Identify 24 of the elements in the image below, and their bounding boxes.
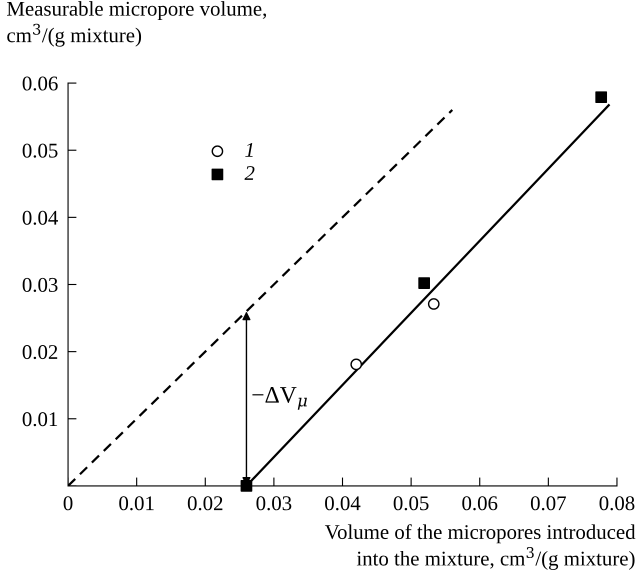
y-tick-label: 0.05 bbox=[22, 144, 58, 158]
y-tick-label: 0.06 bbox=[22, 76, 58, 91]
x-tick-label: 0.07 bbox=[530, 496, 566, 510]
x-tick-label: 0.01 bbox=[119, 496, 154, 510]
x-tick-label: 0 bbox=[64, 496, 72, 510]
x-axis-title: Volume of the micropores introduced into the mixture, cm$^{3}$/(g mixture) bbox=[324, 524, 636, 570]
y-tick-label: 0.02 bbox=[22, 345, 58, 360]
y-tick-label: 0.01 bbox=[22, 412, 58, 426]
y-axis-title: Measurable micropore volume, cm$^{3}$/(g mixture) bbox=[7, 1, 266, 47]
x-tick-label: 0.02 bbox=[188, 496, 222, 510]
legend-label: 2 bbox=[244, 166, 254, 180]
point bbox=[350, 358, 362, 370]
y-tick-label: 0.04 bbox=[22, 210, 58, 225]
annotation: −ΔV$_{μ}$ bbox=[252, 387, 307, 410]
x-tick-label: 0.06 bbox=[462, 496, 498, 510]
point bbox=[428, 298, 440, 310]
y-tick-label: 0.03 bbox=[22, 278, 58, 292]
x-tick-label: 0.03 bbox=[256, 496, 292, 510]
x-tick-label: 0.05 bbox=[394, 496, 429, 510]
x-tick-label: 0.04 bbox=[325, 496, 360, 510]
x-tick-label: 0.08 bbox=[600, 496, 634, 510]
legend-label: 1 bbox=[245, 142, 253, 157]
point bbox=[418, 277, 430, 289]
point bbox=[595, 91, 608, 104]
